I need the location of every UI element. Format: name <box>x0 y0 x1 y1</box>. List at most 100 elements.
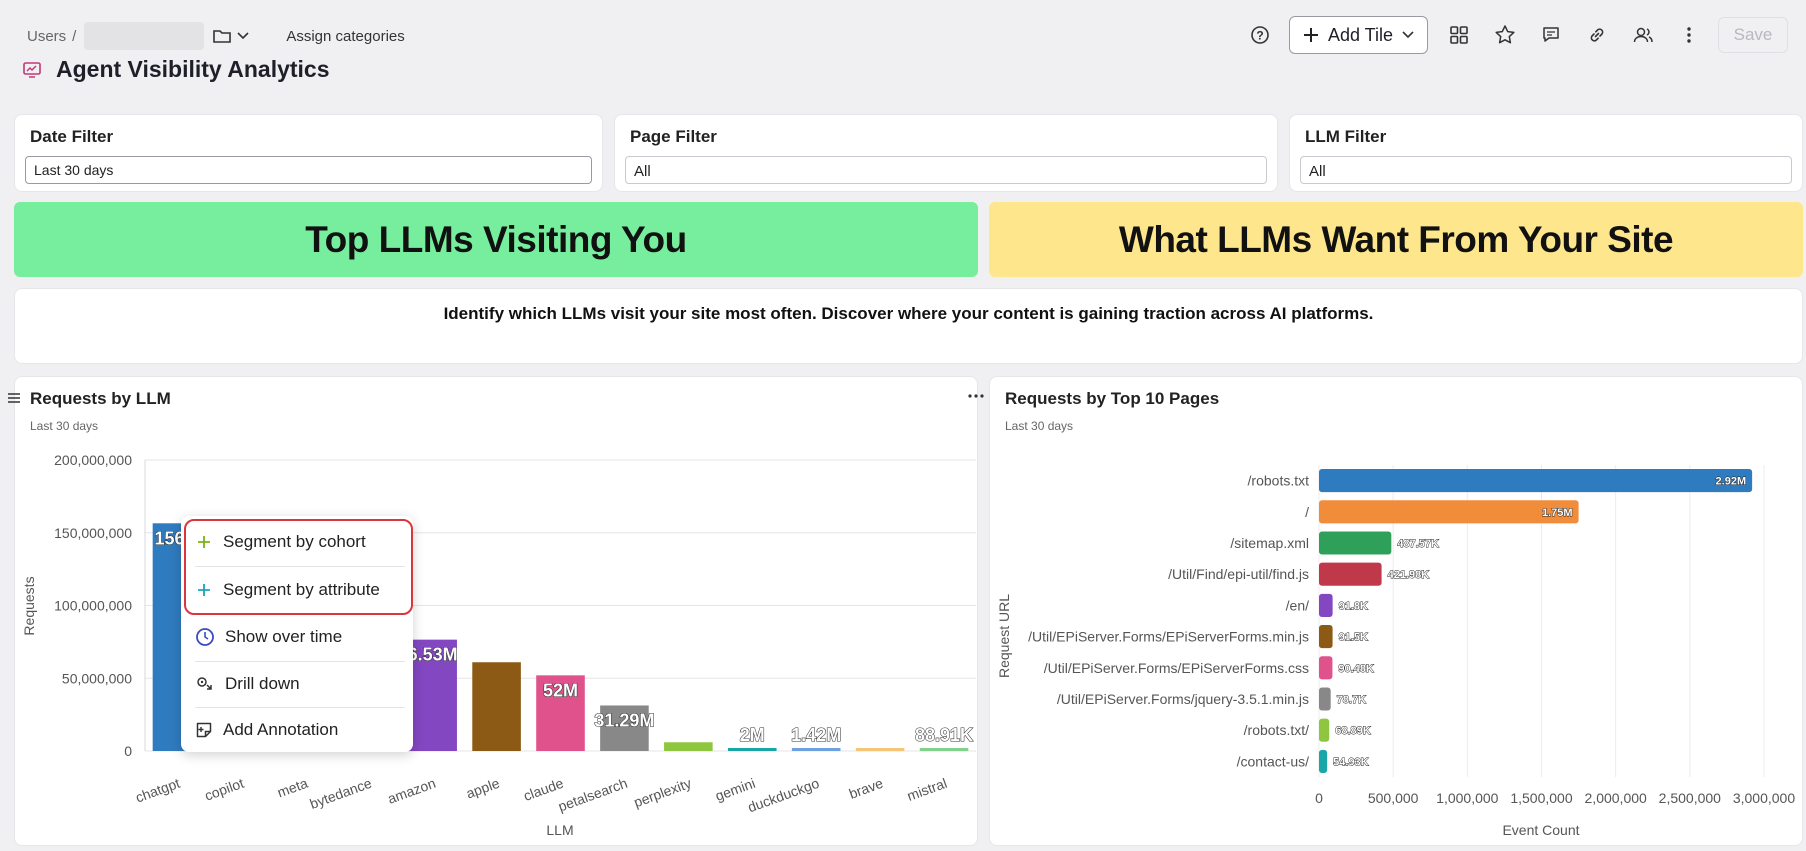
left-chart-title: Requests by LLM <box>30 389 171 408</box>
right-chart-subtitle: Last 30 days <box>1005 419 1074 433</box>
add-annotation-label: Add Annotation <box>223 720 339 739</box>
dashboard-icon <box>23 61 41 78</box>
breadcrumb-users[interactable]: Users <box>27 27 67 45</box>
segment-by-attribute-item[interactable]: Segment by attribute <box>195 567 403 613</box>
add-tile-label: Add Tile <box>1327 24 1393 45</box>
help-button[interactable]: ? <box>1237 17 1283 53</box>
right-chart-title: Requests by Top 10 Pages <box>1005 389 1220 408</box>
banner-top-llms: Top LLMs Visiting You <box>14 202 978 277</box>
y-tick-label: 200,000,000 <box>54 452 132 468</box>
menu-divider <box>195 661 405 662</box>
folder-icon <box>213 30 232 43</box>
star-icon <box>1495 25 1515 44</box>
highlight-box <box>184 519 413 615</box>
more-vertical-icon <box>1687 27 1691 43</box>
y-tick-label: /Util/EPiServer.Forms/jquery-3.5.1.min.j… <box>1057 691 1309 707</box>
save-button[interactable]: Save <box>1718 17 1788 53</box>
clock-icon <box>196 628 214 646</box>
y-tick-label: /Util/EPiServer.Forms/EPiServerForms.min… <box>1028 629 1309 645</box>
annotation-icon <box>196 722 212 738</box>
y-tick-label: /contact-us/ <box>1237 753 1309 769</box>
x-tick-label: 1,000,000 <box>1436 790 1498 806</box>
data-label: 68.89K <box>1335 725 1371 737</box>
drill-down-label: Drill down <box>225 674 300 693</box>
add-annotation-item[interactable]: Add Annotation <box>195 707 403 753</box>
segment-by-cohort-item[interactable]: Segment by cohort <box>195 519 403 565</box>
layout-button[interactable] <box>1436 17 1482 53</box>
data-label: 91.5K <box>1339 632 1368 644</box>
x-tick-label: copilot <box>202 775 246 804</box>
help-icon: ? <box>1251 26 1269 44</box>
segment-by-cohort-label: Segment by cohort <box>223 532 366 551</box>
data-label: 78.7K <box>1337 694 1366 706</box>
show-over-time-label: Show over time <box>225 627 343 646</box>
more-horizontal-icon[interactable] <box>967 392 985 400</box>
breadcrumb: Users / Assign categories <box>27 22 405 50</box>
data-label: 487.57K <box>1397 538 1439 550</box>
y-tick-label: /Util/EPiServer.Forms/EPiServerForms.css <box>1044 660 1309 676</box>
data-label: 91.8K <box>1339 600 1368 612</box>
grid-icon <box>1450 26 1468 44</box>
x-tick-label: meta <box>275 775 310 801</box>
x-tick-label: 3,000,000 <box>1733 790 1795 806</box>
data-label: 52M <box>543 680 578 700</box>
y-tick-label: 0 <box>124 743 132 759</box>
data-label: 421.98K <box>1388 569 1430 581</box>
link-icon <box>1590 28 1604 42</box>
requests-by-pages-card <box>989 376 1803 846</box>
y-tick-label: 100,000,000 <box>54 598 132 614</box>
show-over-time-item[interactable]: Show over time <box>195 614 403 660</box>
share-button[interactable] <box>1620 17 1666 53</box>
plus-icon <box>198 584 210 596</box>
more-button[interactable] <box>1666 17 1712 53</box>
drill-down-item[interactable]: Drill down <box>195 661 403 707</box>
requests-by-pages-chart: 0 500,000 1,000,000 1,500,000 2,000,000 2,500… <box>996 465 1795 838</box>
y-tick-label: 50,000,000 <box>62 670 132 686</box>
data-label: 1.75M <box>1542 507 1573 519</box>
x-tick-label: 500,000 <box>1368 790 1419 806</box>
bar <box>1319 562 1382 586</box>
date-filter-label: Date Filter <box>30 127 114 146</box>
comment-icon <box>1543 27 1559 42</box>
llm-filter-card: LLM Filter All <box>1289 114 1803 192</box>
x-tick-label: mistral <box>905 775 949 804</box>
bar <box>1319 625 1333 649</box>
y-tick-label: /robots.txt <box>1248 473 1310 489</box>
x-tick-label: apple <box>464 775 502 802</box>
y-tick-label: /sitemap.xml <box>1230 535 1309 551</box>
data-label: 54.93K <box>1333 756 1369 768</box>
page-filter-input[interactable]: All <box>625 156 1267 184</box>
bar <box>727 748 777 751</box>
llm-filter-label: LLM Filter <box>1305 127 1387 146</box>
data-label: 1.42M <box>791 725 841 745</box>
data-label: 2.92M <box>1716 476 1747 488</box>
plus-icon <box>198 536 210 548</box>
description-text: Identify which LLMs visit your site most… <box>443 304 1374 323</box>
menu-icon[interactable] <box>7 391 21 405</box>
y-tick-label: /Util/Find/epi-util/find.js <box>1168 566 1309 582</box>
y-axis-title: Request URL <box>996 594 1012 678</box>
comment-button[interactable] <box>1528 17 1574 53</box>
add-tile-button[interactable]: Add Tile <box>1288 16 1428 54</box>
favorite-button[interactable] <box>1482 17 1528 53</box>
date-filter-input[interactable]: Last 30 days <box>25 156 592 184</box>
y-tick-label: /robots.txt/ <box>1244 722 1309 738</box>
bar <box>1319 718 1330 742</box>
page-title-row: Agent Visibility Analytics <box>22 56 330 83</box>
x-tick-label: petalsearch <box>556 775 629 815</box>
x-tick-label: duckduckgo <box>746 775 822 816</box>
llm-filter-input[interactable]: All <box>1300 156 1792 184</box>
x-tick-label: 1,500,000 <box>1510 790 1572 806</box>
toolbar: ? Add Tile Save <box>1237 16 1788 54</box>
link-button[interactable] <box>1574 17 1620 53</box>
x-tick-label: 2,500,000 <box>1659 790 1721 806</box>
users-icon <box>1633 27 1653 43</box>
folder-dropdown[interactable] <box>212 27 250 45</box>
assign-categories-link[interactable]: Assign categories <box>286 27 405 45</box>
bar <box>1319 531 1392 555</box>
y-tick-label: 150,000,000 <box>54 525 132 541</box>
left-chart-subtitle: Last 30 days <box>30 419 99 433</box>
breadcrumb-hidden-item[interactable] <box>84 22 205 50</box>
page-title: Agent Visibility Analytics <box>56 56 330 82</box>
data-label: 2M <box>740 725 765 745</box>
